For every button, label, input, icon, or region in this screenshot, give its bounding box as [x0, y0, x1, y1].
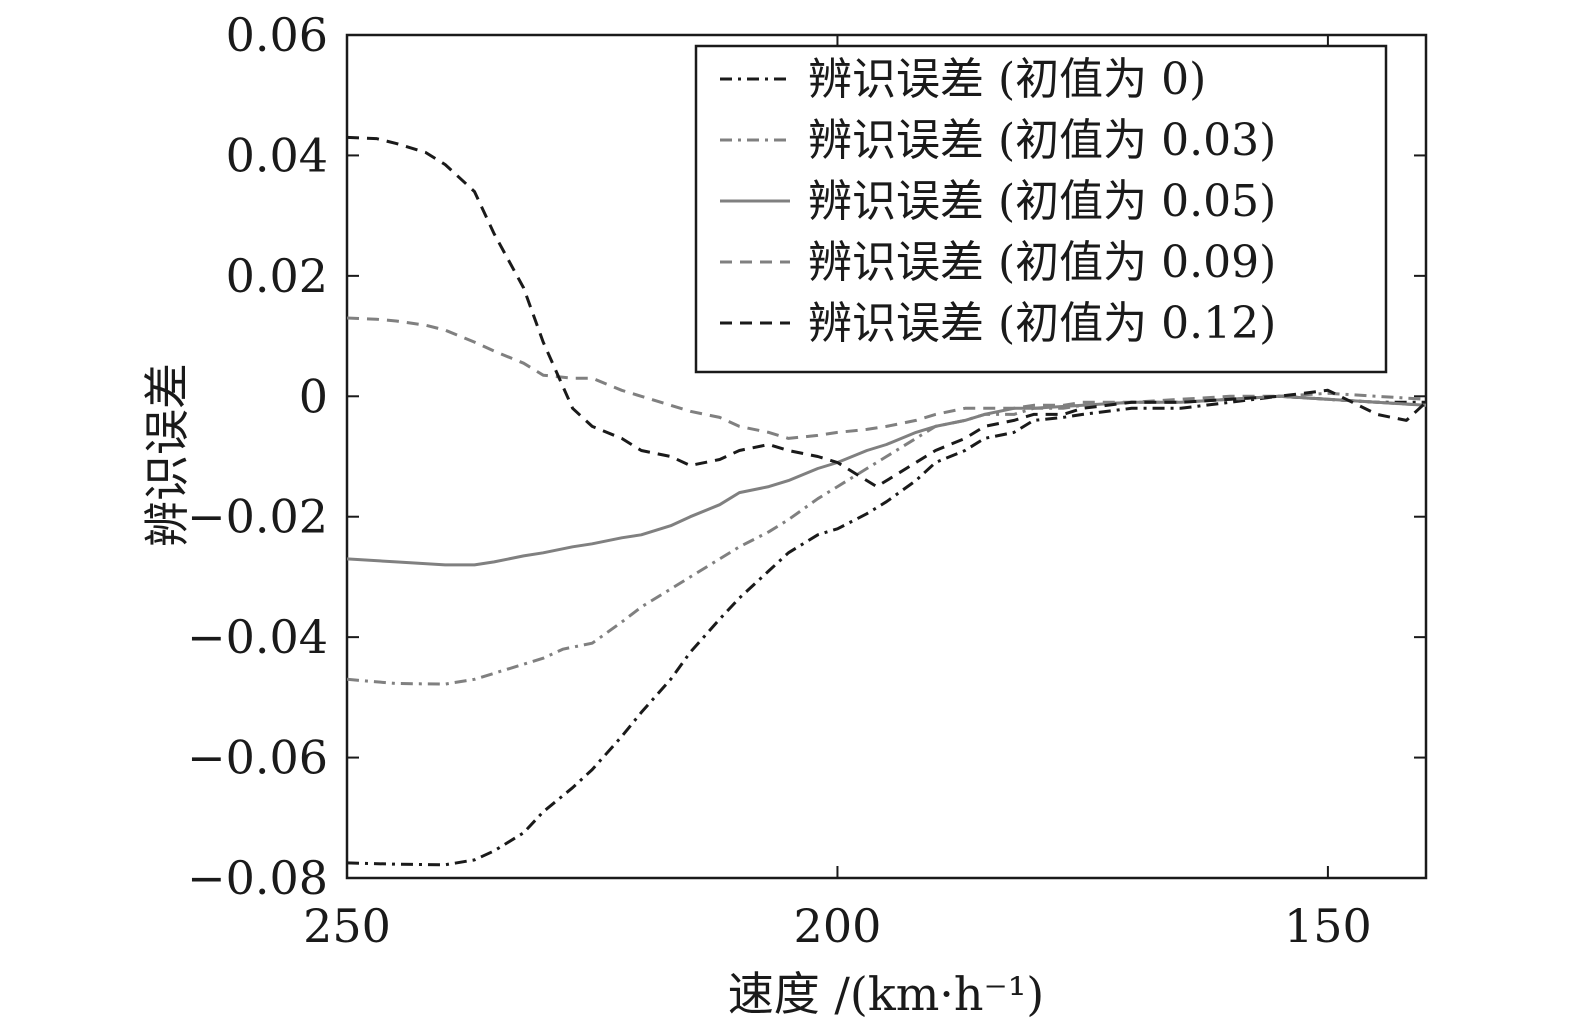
y-tick-label: 0.04: [226, 128, 328, 182]
series-line-4: [347, 135, 1426, 489]
series-line-3: [347, 316, 1426, 440]
x-axis: 250 200 150: [303, 35, 1372, 953]
series-line-1: [347, 391, 1426, 686]
y-tick-label: 0.06: [226, 8, 328, 62]
x-axis-title: 速度 /(km·h⁻¹): [728, 967, 1044, 1021]
legend-label-4: 辨识误差 (初值为 0.12): [808, 298, 1276, 349]
legend-box: [694, 44, 1388, 374]
y-tick-label: −0.08: [187, 851, 328, 905]
plot-frame: [345, 33, 1428, 880]
legend-label-0: 辨识误差 (初值为 0): [808, 54, 1206, 105]
legend-label-3: 辨识误差 (初值为 0.09): [808, 237, 1276, 288]
y-tick-label: 0.02: [226, 249, 328, 303]
legend-label-2: 辨识误差 (初值为 0.05): [808, 176, 1276, 227]
y-axis: −0.08 −0.06 −0.04 −0.02 0 0.02 0.04 0.06: [187, 8, 1426, 905]
series-layer: [347, 135, 1426, 867]
y-axis-title: 辨识误差: [140, 363, 194, 547]
y-tick-label: 0: [299, 369, 328, 423]
legend: 辨识误差 (初值为 0) 辨识误差 (初值为 0.03) 辨识误差 (初值为 0.0…: [694, 44, 1388, 374]
x-tick-label: 200: [794, 899, 882, 953]
y-tick-label: −0.02: [187, 490, 328, 544]
x-tick-label: 250: [303, 899, 391, 953]
y-tick-label: −0.04: [187, 610, 328, 664]
x-tick-label: 150: [1284, 899, 1372, 953]
y-tick-label: −0.06: [187, 731, 328, 785]
legend-label-1: 辨识误差 (初值为 0.03): [808, 115, 1276, 166]
series-line-0: [347, 394, 1426, 867]
